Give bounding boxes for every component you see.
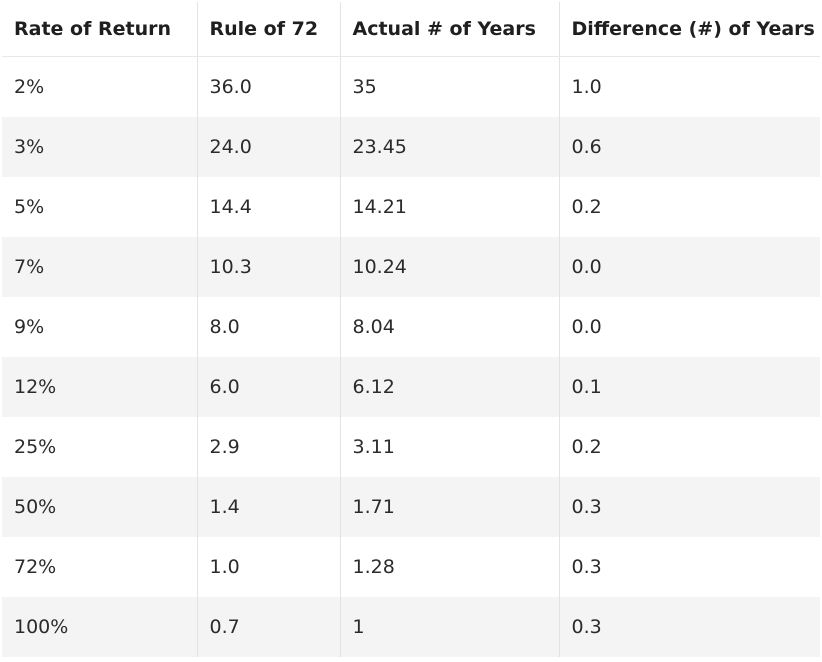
cell-actual-years: 14.21 [340, 177, 560, 237]
cell-difference: 0.6 [559, 117, 820, 177]
cell-actual-years: 10.24 [340, 237, 560, 297]
header-difference-years: Difference (#) of Years [559, 2, 820, 57]
table-row: 25% 2.9 3.11 0.2 [2, 417, 820, 477]
header-rule-of-72: Rule of 72 [197, 2, 341, 57]
cell-rate: 100% [2, 597, 198, 657]
cell-difference: 0.2 [559, 177, 820, 237]
table-row: 12% 6.0 6.12 0.1 [2, 357, 820, 417]
cell-rate: 9% [2, 297, 198, 357]
cell-rule-of-72: 36.0 [197, 56, 341, 117]
cell-rate: 3% [2, 117, 198, 177]
cell-rate: 12% [2, 357, 198, 417]
header-rate-of-return: Rate of Return [2, 2, 198, 57]
cell-actual-years: 6.12 [340, 357, 560, 417]
cell-difference: 0.2 [559, 417, 820, 477]
cell-rule-of-72: 0.7 [197, 597, 341, 657]
cell-difference: 0.3 [559, 477, 820, 537]
cell-rule-of-72: 10.3 [197, 237, 341, 297]
cell-actual-years: 1 [340, 597, 560, 657]
cell-actual-years: 3.11 [340, 417, 560, 477]
cell-rule-of-72: 1.0 [197, 537, 341, 597]
cell-actual-years: 1.28 [340, 537, 560, 597]
table-row: 7% 10.3 10.24 0.0 [2, 237, 820, 297]
table-header-row: Rate of Return Rule of 72 Actual # of Ye… [2, 2, 820, 57]
cell-actual-years: 35 [340, 56, 560, 117]
cell-difference: 0.3 [559, 597, 820, 657]
cell-rate: 7% [2, 237, 198, 297]
table-row: 9% 8.0 8.04 0.0 [2, 297, 820, 357]
cell-rate: 72% [2, 537, 198, 597]
cell-actual-years: 23.45 [340, 117, 560, 177]
cell-actual-years: 8.04 [340, 297, 560, 357]
table-row: 3% 24.0 23.45 0.6 [2, 117, 820, 177]
cell-rate: 50% [2, 477, 198, 537]
table-row: 50% 1.4 1.71 0.3 [2, 477, 820, 537]
cell-rule-of-72: 2.9 [197, 417, 341, 477]
cell-difference: 0.3 [559, 537, 820, 597]
cell-rate: 2% [2, 56, 198, 117]
cell-rate: 25% [2, 417, 198, 477]
cell-difference: 0.0 [559, 237, 820, 297]
header-actual-years: Actual # of Years [340, 2, 560, 57]
table-row: 5% 14.4 14.21 0.2 [2, 177, 820, 237]
cell-rule-of-72: 24.0 [197, 117, 341, 177]
cell-actual-years: 1.71 [340, 477, 560, 537]
cell-difference: 0.1 [559, 357, 820, 417]
table-row: 100% 0.7 1 0.3 [2, 597, 820, 657]
cell-rule-of-72: 14.4 [197, 177, 341, 237]
table-row: 2% 36.0 35 1.0 [2, 56, 820, 117]
cell-difference: 0.0 [559, 297, 820, 357]
table-row: 72% 1.0 1.28 0.3 [2, 537, 820, 597]
cell-rule-of-72: 8.0 [197, 297, 341, 357]
cell-difference: 1.0 [559, 56, 820, 117]
cell-rate: 5% [2, 177, 198, 237]
cell-rule-of-72: 6.0 [197, 357, 341, 417]
cell-rule-of-72: 1.4 [197, 477, 341, 537]
